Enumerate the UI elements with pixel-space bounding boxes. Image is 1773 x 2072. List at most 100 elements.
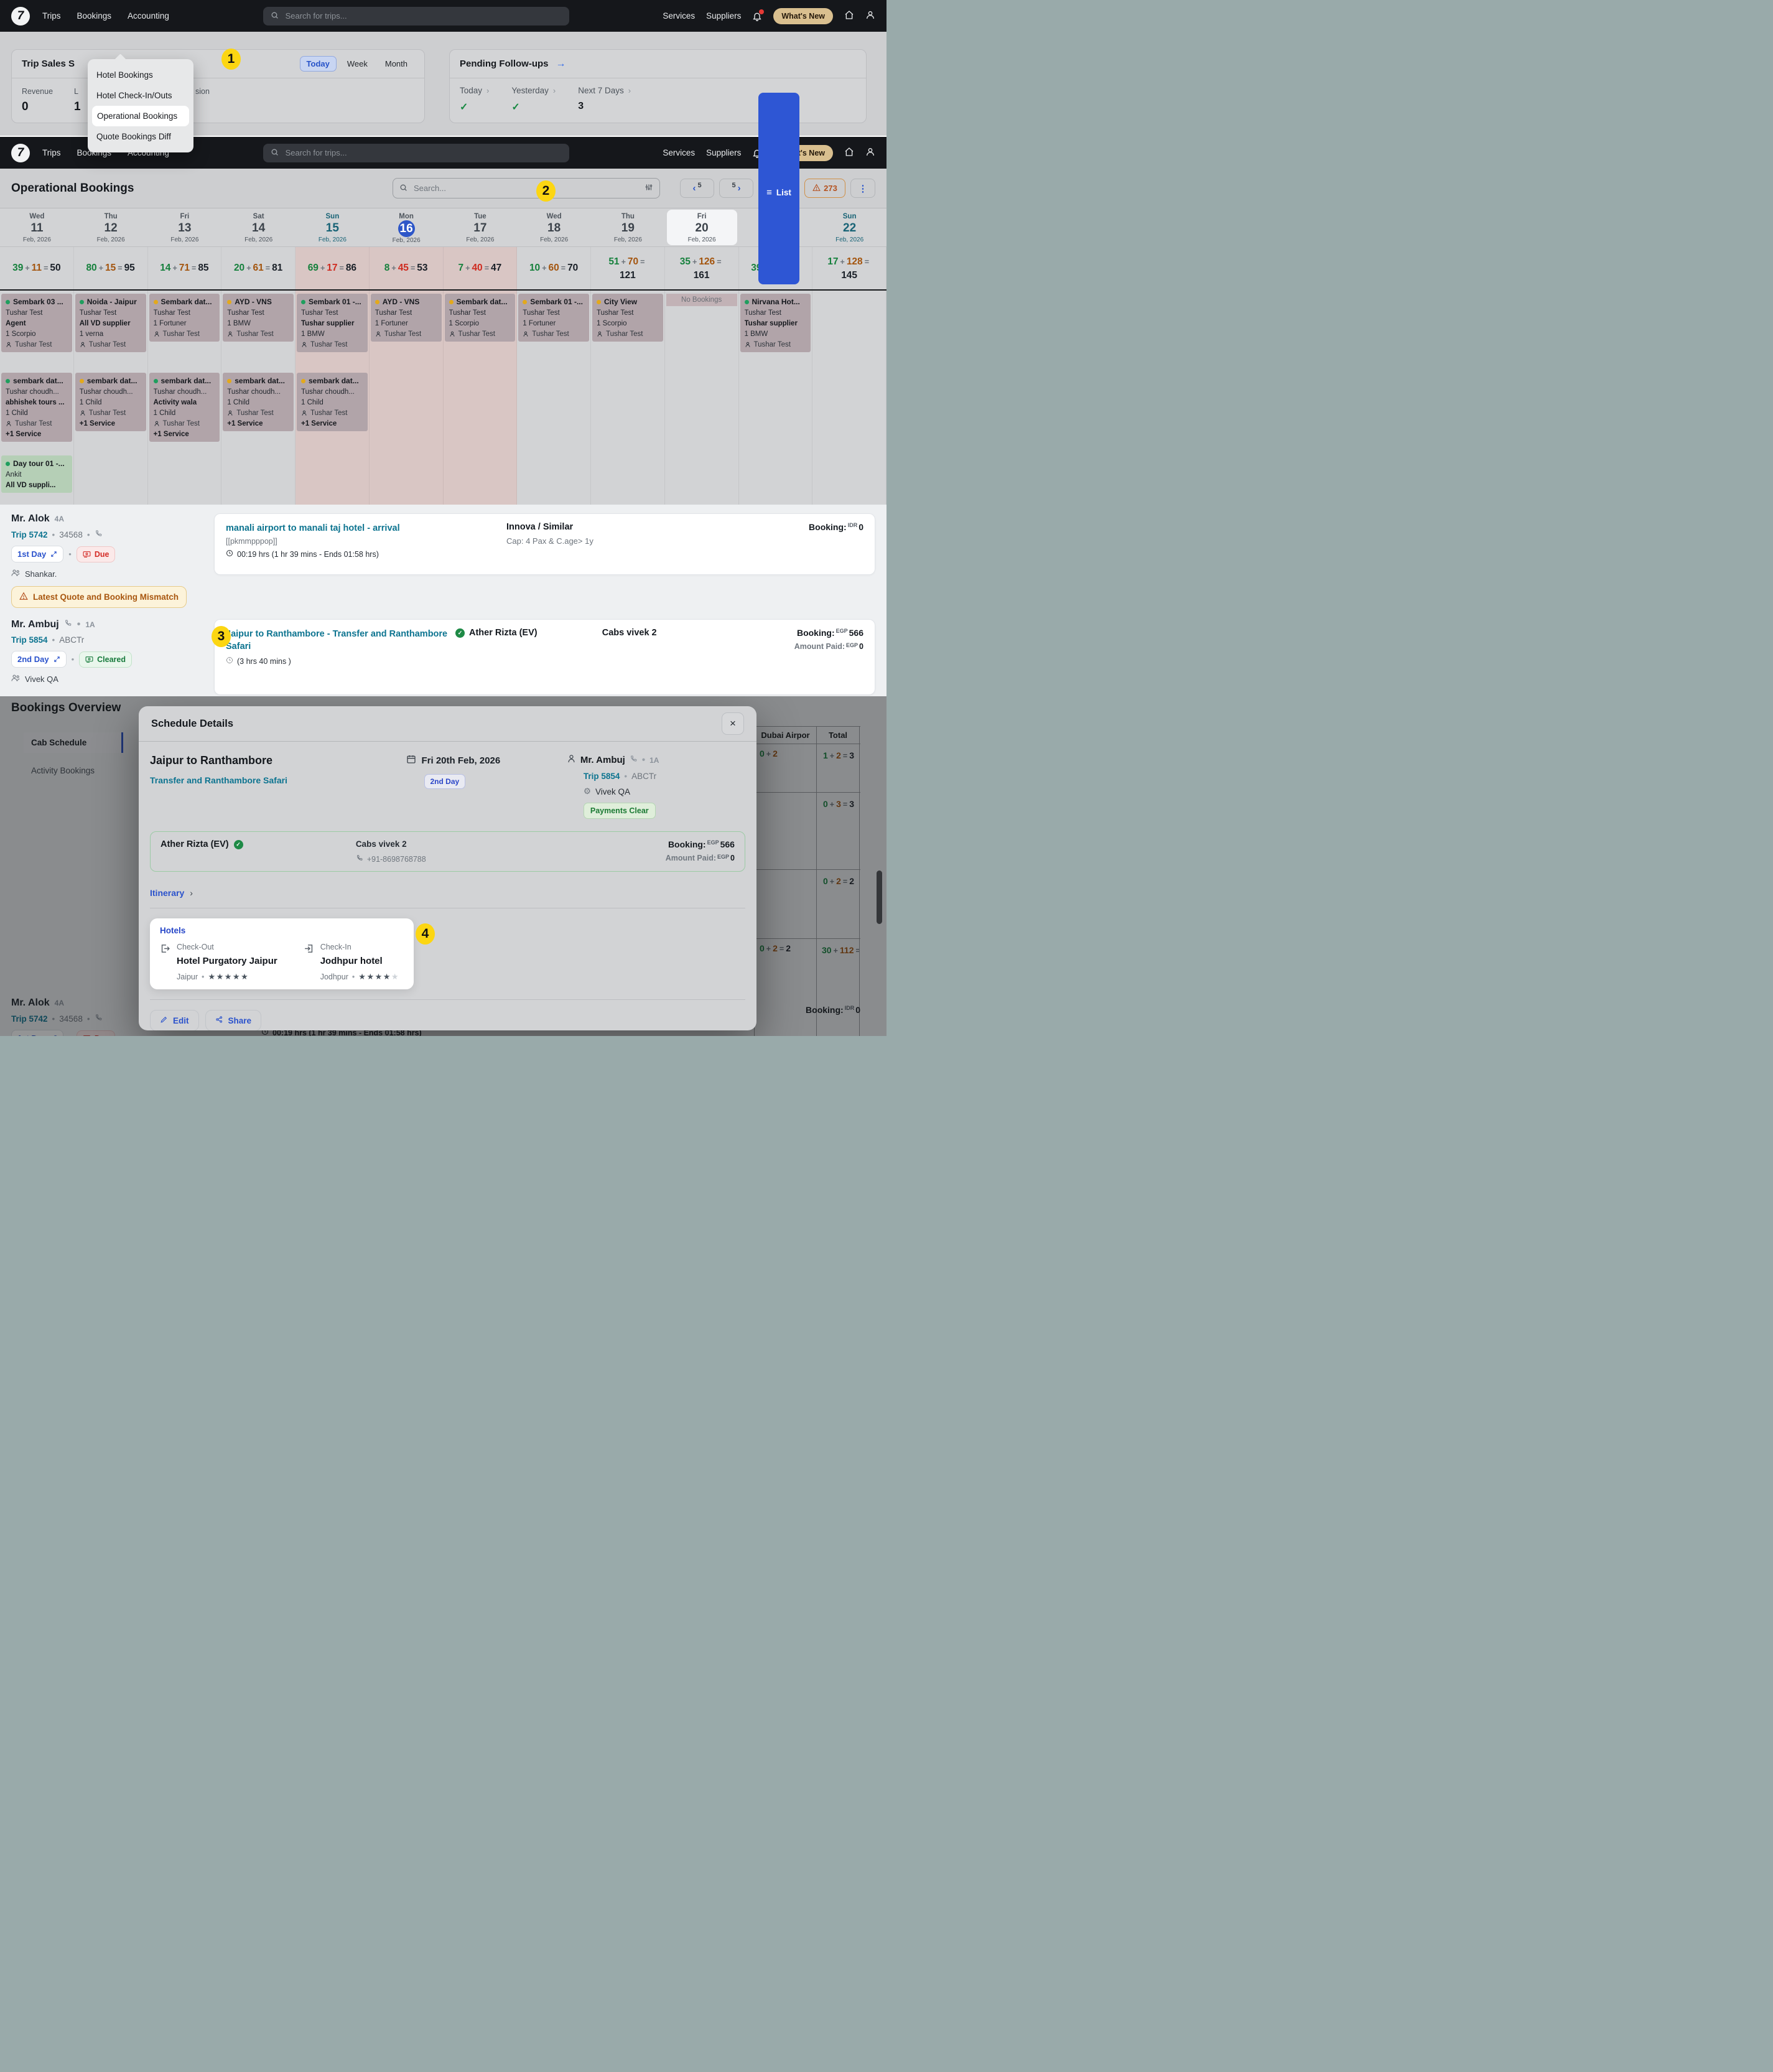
tab-activity-bookings[interactable]: Activity Bookings bbox=[31, 766, 95, 775]
alerts-button[interactable]: 273 bbox=[804, 179, 845, 198]
hotel-name: Jodhpur hotel bbox=[320, 956, 383, 966]
trip-link[interactable]: Trip 5854 bbox=[583, 772, 620, 781]
trip-link[interactable]: Trip 5742 bbox=[11, 1014, 48, 1024]
list-view-button[interactable]: ≡ List bbox=[758, 92, 799, 284]
booking-card[interactable]: Noida - Jaipur Tushar Test All VD supplier… bbox=[75, 294, 146, 352]
user-icon[interactable] bbox=[865, 147, 875, 159]
calendar-day-header[interactable]: Sun 15 Feb, 2026 bbox=[296, 208, 370, 246]
itinerary-link[interactable]: Itinerary › bbox=[150, 888, 193, 898]
global-search-input[interactable] bbox=[284, 11, 562, 21]
calendar-day-header[interactable]: Thu 12 Feb, 2026 bbox=[74, 208, 148, 246]
tab-cab-schedule[interactable]: Cab Schedule bbox=[24, 732, 123, 753]
calendar-day-column: Sembark 01 -... Tushar Test Tushar supplie… bbox=[296, 291, 370, 505]
calendar-day-header[interactable]: Sun 22 Feb, 2026 bbox=[812, 208, 886, 246]
brand-logo-icon[interactable]: 7 bbox=[11, 143, 30, 162]
followup-next7days[interactable]: Next 7 Days › 3 bbox=[578, 86, 631, 111]
bookings-search-input[interactable] bbox=[412, 183, 640, 194]
day-badge[interactable]: 1st Day bbox=[11, 1030, 64, 1036]
booking-card[interactable]: Sembark 01 -... Tushar Test Tushar supplie… bbox=[297, 294, 368, 352]
overview-col-header: Dubai Airpor bbox=[755, 727, 817, 744]
menu-item-hotel-checkinouts[interactable]: Hotel Check-In/Outs bbox=[96, 91, 172, 100]
whats-new-button[interactable]: What's New bbox=[773, 7, 834, 24]
nav-accounting[interactable]: Accounting bbox=[128, 11, 169, 21]
service-title-link[interactable]: Jaipur to Ranthambore - Transfer and Ran… bbox=[226, 629, 448, 651]
trip-link[interactable]: Trip 5854 bbox=[11, 635, 48, 645]
booking-card[interactable]: AYD - VNS Tushar Test 1 BMW Tushar Test bbox=[223, 294, 294, 342]
booking-card[interactable]: sembark dat... Tushar choudh... 1 Child Tus… bbox=[297, 373, 368, 431]
booking-card[interactable]: AYD - VNS Tushar Test 1 Fortuner Tushar Tes… bbox=[370, 294, 442, 342]
calendar-day-header[interactable]: Fri 20 Feb, 2026 bbox=[666, 210, 737, 245]
booking-card[interactable]: Day tour 01 -... Ankit All VD suppli... bbox=[1, 455, 72, 493]
booking-card[interactable]: Sembark 01 -... Tushar Test 1 Fortuner Tush… bbox=[518, 294, 589, 342]
route-subtitle[interactable]: Transfer and Ranthambore Safari bbox=[150, 775, 287, 785]
home-icon[interactable] bbox=[844, 147, 854, 159]
global-search[interactable] bbox=[263, 6, 569, 26]
calendar-slot: Nirvana Hot... Tushar Test Tushar supplier… bbox=[739, 294, 812, 373]
range-tab-week[interactable]: Week bbox=[340, 56, 375, 72]
brand-logo-icon[interactable]: 7 bbox=[11, 6, 30, 26]
prev-days-button[interactable]: ‹ 5 bbox=[680, 179, 714, 198]
nav-bookings[interactable]: Bookings bbox=[77, 11, 112, 21]
calendar-day-header[interactable]: Fri 13 Feb, 2026 bbox=[148, 208, 222, 246]
quote-mismatch-warning[interactable]: Latest Quote and Booking Mismatch bbox=[11, 586, 187, 608]
booking-card[interactable]: sembark dat... Tushar choudh... 1 Child Tus… bbox=[223, 373, 294, 431]
trip-link[interactable]: Trip 5742 bbox=[11, 530, 48, 539]
booking-card[interactable]: sembark dat... Tushar choudh... 1 Child Tus… bbox=[75, 373, 146, 431]
booking-card[interactable]: Sembark dat... Tushar Test 1 Fortuner Tusha… bbox=[149, 294, 220, 342]
month-label: Feb, 2026 bbox=[392, 237, 421, 244]
edit-button[interactable]: Edit bbox=[150, 1010, 199, 1030]
menu-item-hotel-bookings[interactable]: Hotel Bookings bbox=[96, 70, 153, 80]
menu-item-quote-bookings-diff[interactable]: Quote Bookings Diff bbox=[96, 132, 171, 141]
calendar-day-header[interactable]: Thu 19 Feb, 2026 bbox=[591, 208, 665, 246]
scrollbar-handle[interactable] bbox=[877, 870, 882, 924]
booking-card[interactable]: Nirvana Hot... Tushar Test Tushar supplier… bbox=[740, 294, 811, 352]
booking-card[interactable]: sembark dat... Tushar choudh... Activity w… bbox=[149, 373, 220, 442]
calendar-day-header[interactable]: Tue 17 Feb, 2026 bbox=[444, 208, 518, 246]
day-badge[interactable]: 1st Day bbox=[11, 546, 64, 562]
menu-item-operational-bookings[interactable]: Operational Bookings bbox=[92, 106, 189, 126]
nav-services[interactable]: Services bbox=[663, 11, 696, 21]
global-search[interactable] bbox=[263, 143, 569, 162]
next-days-button[interactable]: 5 › bbox=[719, 179, 753, 198]
supplier-phone[interactable]: +91-8698768788 bbox=[366, 854, 426, 864]
filters-icon[interactable] bbox=[645, 183, 653, 194]
booking-card-title: sembark dat... bbox=[301, 376, 363, 385]
share-button[interactable]: Share bbox=[205, 1010, 262, 1030]
global-search-input[interactable] bbox=[284, 147, 562, 158]
arrow-right-icon[interactable]: → bbox=[556, 58, 566, 69]
bell-icon[interactable] bbox=[752, 9, 765, 21]
calendar-day-header[interactable]: Mon 16 Feb, 2026 bbox=[370, 208, 444, 246]
range-tab-month[interactable]: Month bbox=[378, 56, 414, 72]
nav-suppliers[interactable]: Suppliers bbox=[706, 11, 742, 21]
calendar-day-header[interactable]: Wed 11 Feb, 2026 bbox=[0, 208, 74, 246]
nav-trips[interactable]: Trips bbox=[42, 148, 61, 157]
nav-services[interactable]: Services bbox=[663, 148, 696, 157]
booking-card-line: Tushar Test bbox=[301, 409, 363, 417]
service-title-link[interactable]: manali airport to manali taj hotel - arr… bbox=[226, 523, 400, 533]
booking-card[interactable]: Sembark dat... Tushar Test 1 Scorpio Tushar… bbox=[444, 294, 516, 342]
bookings-search[interactable] bbox=[393, 178, 660, 198]
calendar-day-header[interactable]: Wed 18 Feb, 2026 bbox=[517, 208, 591, 246]
kebab-menu-icon[interactable]: ⋮ bbox=[850, 179, 875, 198]
calendar-slot bbox=[221, 455, 295, 504]
booking-card[interactable]: City View Tushar Test 1 Scorpio Tushar Test bbox=[592, 294, 663, 342]
booking-card[interactable]: sembark dat... Tushar choudh... abhishek t… bbox=[1, 373, 72, 442]
nav-trips[interactable]: Trips bbox=[42, 11, 61, 21]
booking-card[interactable]: Sembark 03 ... Tushar Test Agent 1 Scorpio T… bbox=[1, 294, 72, 352]
followup-yesterday[interactable]: Yesterday › ✓ bbox=[511, 86, 556, 113]
overview-table-cell: 30+112=142 bbox=[817, 939, 860, 1036]
booking-card-line: Agent bbox=[6, 320, 26, 327]
calendar-slot bbox=[296, 455, 369, 504]
metric-revenue: Revenue 0 bbox=[22, 87, 53, 114]
calendar-day-header[interactable]: Sat 14 Feb, 2026 bbox=[221, 208, 296, 246]
phone-icon[interactable] bbox=[64, 619, 72, 630]
nav-suppliers[interactable]: Suppliers bbox=[706, 148, 742, 157]
booking-card-line: Tushar Test bbox=[301, 309, 338, 317]
followup-today[interactable]: Today › ✓ bbox=[460, 86, 490, 113]
close-icon[interactable]: × bbox=[722, 712, 744, 735]
phone-icon[interactable] bbox=[95, 530, 103, 539]
range-tab-today[interactable]: Today bbox=[299, 56, 337, 72]
home-icon[interactable] bbox=[844, 10, 854, 22]
day-badge[interactable]: 2nd Day bbox=[11, 651, 67, 668]
user-icon[interactable] bbox=[865, 10, 875, 22]
